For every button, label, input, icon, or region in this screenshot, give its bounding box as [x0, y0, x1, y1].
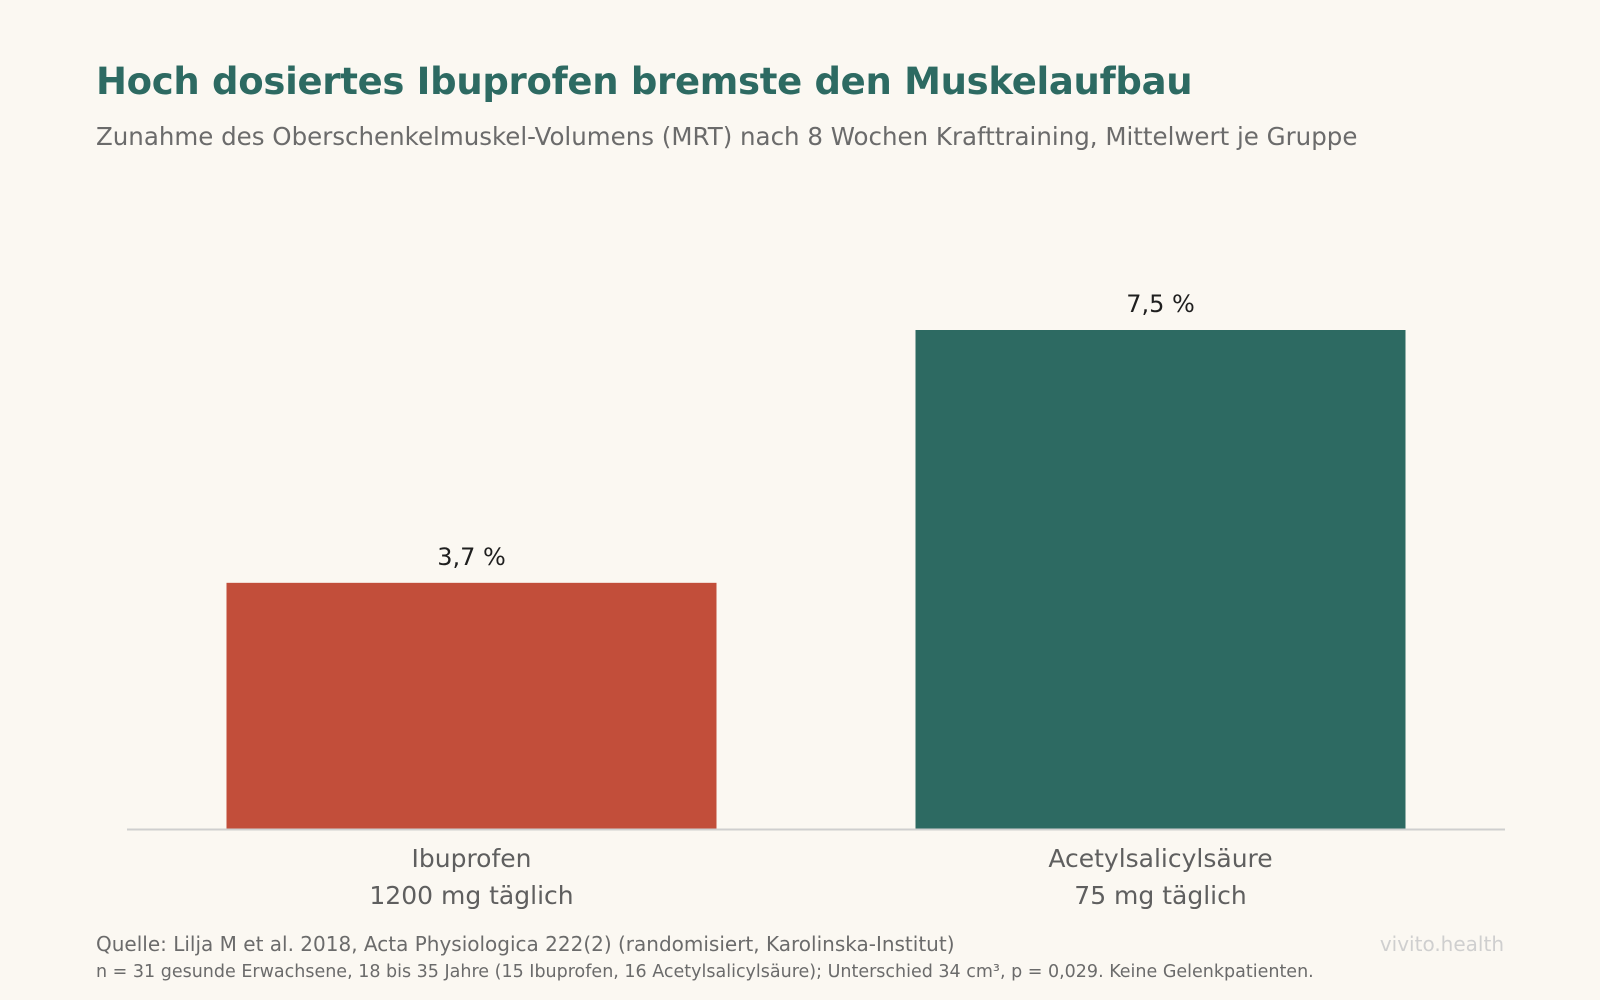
bar-value-label: 3,7 % — [437, 543, 506, 571]
category-label: 1200 mg täglich — [369, 881, 573, 910]
sample-note: n = 31 gesunde Erwachsene, 18 bis 35 Jah… — [96, 962, 1314, 982]
category-label: Acetylsalicylsäure — [1048, 844, 1272, 873]
bar-2 — [915, 330, 1406, 829]
source-note: Quelle: Lilja M et al. 2018, Acta Physio… — [96, 932, 955, 956]
brand-watermark: vivito.health — [1379, 932, 1504, 956]
category-label: Ibuprofen — [411, 844, 531, 873]
chart-title: Hoch dosiertes Ibuprofen bremste den Mus… — [96, 60, 1193, 103]
category-label: 75 mg täglich — [1074, 881, 1246, 910]
chart-subtitle: Zunahme des Oberschenkelmuskel-Volumens … — [96, 122, 1358, 151]
bar-value-label: 7,5 % — [1126, 290, 1195, 318]
bar-1 — [226, 582, 717, 829]
